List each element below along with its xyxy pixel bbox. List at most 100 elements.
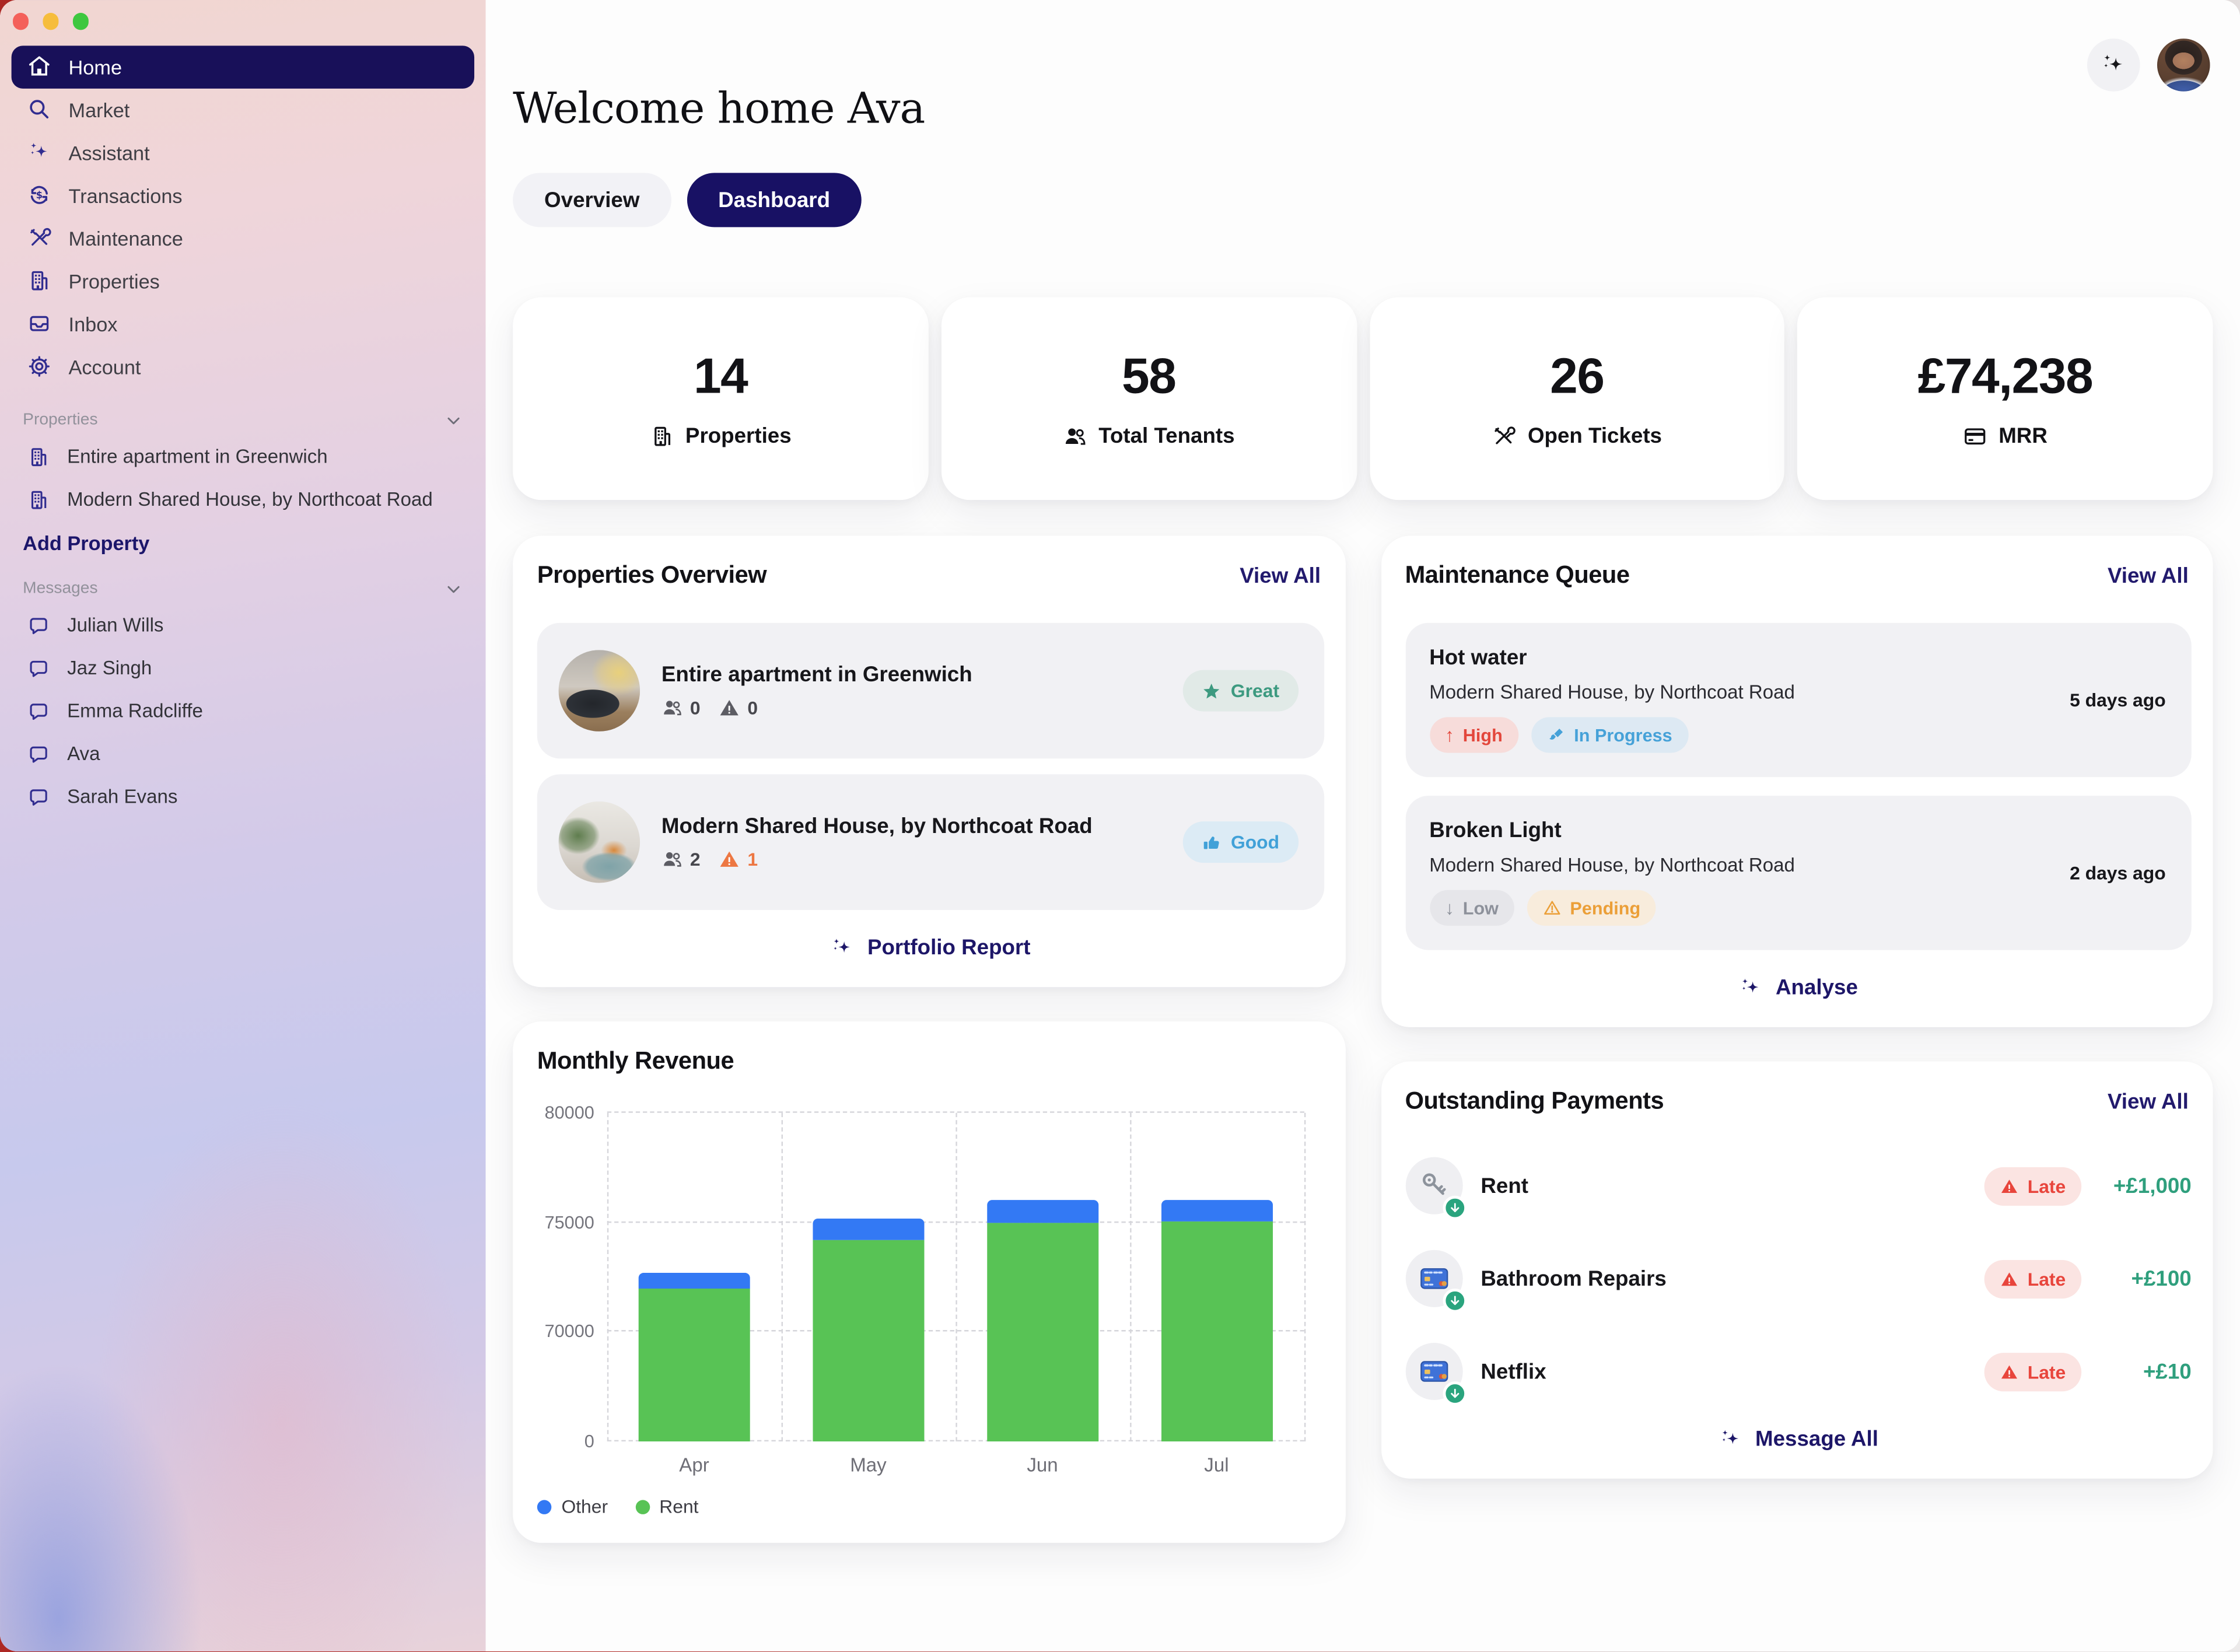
maintenance-item-broken-light[interactable]: Broken Light Modern Shared House, by Nor…	[1405, 796, 2192, 950]
tab-overview[interactable]: Overview	[513, 173, 671, 228]
sparkles-icon	[2104, 54, 2123, 71]
sidebar-item-maintenance[interactable]: Maintenance	[12, 216, 474, 259]
tenant-count: 2	[690, 848, 701, 870]
sidebar-message-sarah-evans[interactable]: Sarah Evans	[12, 775, 474, 818]
stat-value: 58	[1122, 348, 1177, 405]
legend-item: Rent	[635, 1496, 699, 1517]
x-axis-tick-label: Jul	[1204, 1454, 1229, 1476]
credit-card-icon	[1419, 1268, 1448, 1290]
sparkles-icon	[27, 140, 52, 164]
tenants-icon	[662, 697, 683, 719]
bar-rent-apr	[638, 1288, 750, 1442]
property-row-greenwich[interactable]: Entire apartment in Greenwich 0 0 Great	[537, 622, 1324, 759]
tools-icon	[27, 226, 52, 250]
status-badge-in-progress: In Progress	[1531, 717, 1688, 753]
building-icon	[27, 445, 50, 468]
bar-other-may	[813, 1219, 925, 1240]
priority-badge-low: ↓ Low	[1429, 890, 1514, 926]
primary-nav: Home Market Assistant Transactions Maint…	[0, 45, 486, 388]
messages-section-header[interactable]: Messages	[23, 579, 463, 598]
stat-card-mrr: £74,238 MRR	[1797, 297, 2213, 501]
maintenance-item-hot-water[interactable]: Hot water Modern Shared House, by Northc…	[1405, 622, 2192, 778]
close-window-button[interactable]	[12, 13, 29, 30]
properties-section-header[interactable]: Properties	[23, 411, 463, 429]
property-photo	[558, 801, 640, 883]
paintbrush-icon	[1547, 726, 1566, 744]
property-row-northcoat[interactable]: Modern Shared House, by Northcoat Road 2…	[537, 774, 1324, 911]
search-icon	[27, 97, 52, 122]
credit-card-icon	[1963, 424, 1987, 449]
payment-row-netflix[interactable]: Netflix Late +£10	[1405, 1334, 2192, 1408]
sidebar-item-label: Account	[68, 355, 141, 378]
sidebar-item-properties[interactable]: Properties	[12, 259, 474, 302]
sidebar-message-emma-radcliffe[interactable]: Emma Radcliffe	[12, 690, 474, 732]
assistant-sparkle-button[interactable]	[2087, 38, 2140, 92]
portfolio-report-button[interactable]: Portfolio Report	[537, 936, 1324, 964]
stat-card-tickets: 26 Open Tickets	[1369, 297, 1785, 501]
gridline-x	[781, 1112, 783, 1442]
monthly-revenue-card: Monthly Revenue 0 70000 75000 80000 Apr May Ju…	[513, 1021, 1345, 1543]
outstanding-payments-card: Outstanding Payments View All Rent Late	[1380, 1061, 2213, 1479]
gridline-x	[1303, 1112, 1306, 1442]
y-axis-tick-label: 80000	[544, 1102, 594, 1123]
minimize-window-button[interactable]	[42, 13, 59, 30]
stat-value: 26	[1550, 348, 1605, 405]
bar-rent-jun	[986, 1223, 1098, 1442]
payment-icon	[1405, 1157, 1466, 1220]
late-badge: Late	[1985, 1352, 2082, 1391]
bar-rent-jul	[1160, 1221, 1272, 1442]
status-badge-great: Great	[1182, 670, 1298, 712]
tab-dashboard[interactable]: Dashboard	[687, 173, 862, 228]
timestamp: 5 days ago	[2070, 689, 2166, 711]
transactions-icon	[27, 183, 52, 207]
payment-amount: +£1,000	[2113, 1173, 2192, 1198]
y-axis-tick-label: 0	[584, 1431, 594, 1452]
section-title: Outstanding Payments	[1405, 1087, 1664, 1115]
sidebar-item-market[interactable]: Market	[12, 88, 474, 131]
avatar[interactable]	[2157, 38, 2210, 92]
payment-row-rent[interactable]: Rent Late +£1,000	[1405, 1149, 2192, 1223]
properties-overview-card: Properties Overview View All Entire apar…	[513, 536, 1345, 988]
priority-badge-high: ↑ High	[1429, 717, 1518, 753]
sidebar-message-julian-wills[interactable]: Julian Wills	[12, 604, 474, 646]
sidebar-item-account[interactable]: Account	[12, 345, 474, 387]
view-tabs: Overview Dashboard	[513, 173, 2213, 228]
x-axis-tick-label: Jun	[1027, 1454, 1058, 1476]
warning-icon	[2000, 1269, 2019, 1288]
gridline-y	[607, 1221, 1304, 1223]
status-badge-pending: Pending	[1527, 890, 1657, 926]
payments-view-all-link[interactable]: View All	[2107, 1089, 2189, 1114]
main-content: Welcome home Ava Overview Dashboard 14 P…	[485, 0, 2240, 1652]
gridline-y	[607, 1330, 1304, 1332]
sidebar-item-transactions[interactable]: Transactions	[12, 174, 474, 216]
sidebar-property-greenwich[interactable]: Entire apartment in Greenwich	[12, 435, 474, 478]
sidebar: Home Market Assistant Transactions Maint…	[0, 0, 486, 1652]
section-title: Properties Overview	[537, 561, 767, 589]
gridline-x	[955, 1112, 957, 1442]
sidebar-item-assistant[interactable]: Assistant	[12, 131, 474, 173]
sidebar-message-ava[interactable]: Ava	[12, 732, 474, 775]
zoom-window-button[interactable]	[72, 13, 89, 30]
legend-dot	[635, 1499, 650, 1514]
payment-row-bathroom-repairs[interactable]: Bathroom Repairs Late +£100	[1405, 1241, 2192, 1315]
sidebar-item-inbox[interactable]: Inbox	[12, 302, 474, 345]
gear-icon	[27, 354, 52, 379]
sparkles-icon	[1718, 1427, 1742, 1452]
payment-icon	[1405, 1343, 1466, 1406]
tenants-icon	[1063, 424, 1087, 449]
sidebar-message-jaz-singh[interactable]: Jaz Singh	[12, 646, 474, 689]
alert-count: 1	[747, 848, 758, 870]
sidebar-property-northcoat[interactable]: Modern Shared House, by Northcoat Road	[12, 478, 474, 520]
gridline-x	[1129, 1112, 1131, 1442]
maintenance-view-all-link[interactable]: View All	[2107, 564, 2189, 588]
sidebar-item-label: Transactions	[68, 183, 183, 206]
analyse-button[interactable]: Analyse	[1405, 976, 2192, 1005]
sidebar-item-home[interactable]: Home	[11, 45, 475, 88]
message-all-button[interactable]: Message All	[1405, 1427, 2192, 1456]
warning-icon	[2000, 1362, 2019, 1381]
timestamp: 2 days ago	[2070, 862, 2166, 884]
star-icon	[1200, 681, 1220, 701]
properties-view-all-link[interactable]: View All	[1240, 564, 1321, 588]
add-property-link[interactable]: Add Property	[23, 530, 150, 554]
chevron-down-icon	[444, 411, 463, 429]
